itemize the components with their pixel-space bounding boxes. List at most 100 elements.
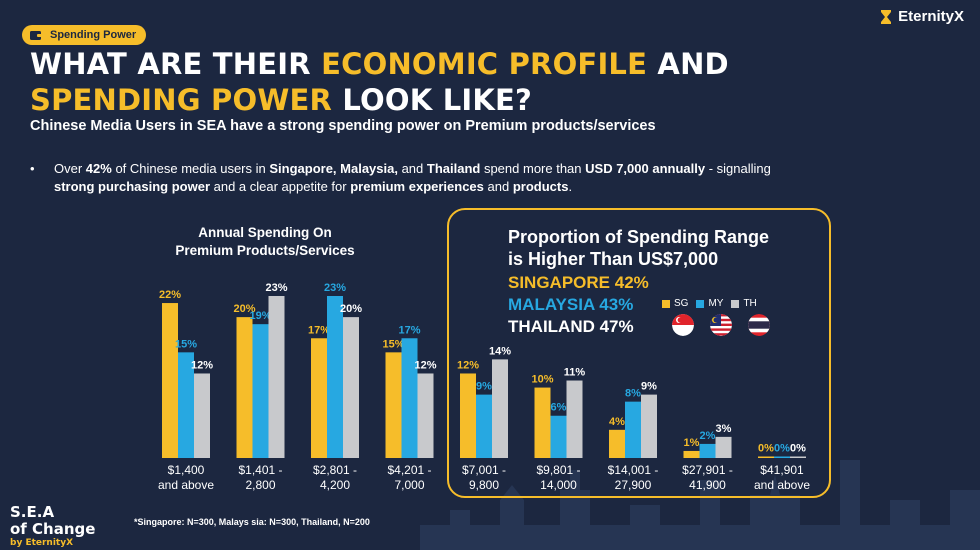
stat-singapore: SINGAPORE 42% bbox=[508, 273, 649, 292]
data-label-sg-0: 22% bbox=[159, 289, 181, 301]
data-label-my-4: 9% bbox=[476, 381, 492, 393]
bullet-run: of Chinese media users in bbox=[111, 161, 270, 176]
title-highlight: SPENDING POWER bbox=[30, 83, 333, 117]
callout-title-line: Proportion of Spending Range bbox=[508, 227, 769, 247]
data-label-my-0: 15% bbox=[175, 338, 197, 350]
bullet-bold: Thailand bbox=[426, 161, 481, 176]
x-tick-label-4: 9,800 bbox=[469, 478, 499, 492]
chart-title-line: Premium Products/Services bbox=[175, 243, 355, 258]
x-tick-label-2: 4,200 bbox=[320, 478, 350, 492]
chart-title: Annual Spending On Premium Products/Serv… bbox=[150, 224, 380, 260]
footnote: *Singapore: N=300, Malays sia: N=300, Th… bbox=[134, 517, 370, 527]
thailand-flag-icon bbox=[748, 314, 770, 336]
data-label-th-8: 0% bbox=[790, 443, 806, 455]
x-tick-label-6: $14,001 - bbox=[608, 463, 659, 477]
bullet-run: and a clear appetite for bbox=[210, 179, 351, 194]
bar-th-0 bbox=[194, 373, 210, 458]
series-logo-line: of Change bbox=[10, 520, 96, 538]
x-tick-label-1: $1,401 - bbox=[238, 463, 282, 477]
title-part: LOOK LIKE? bbox=[332, 83, 533, 117]
bullet-marker: • bbox=[30, 161, 35, 176]
bar-sg-6 bbox=[609, 429, 625, 458]
legend-item-th: TH bbox=[731, 298, 757, 309]
bar-th-6 bbox=[641, 394, 657, 458]
city-skyline-decoration bbox=[420, 460, 980, 550]
data-label-my-1: 19% bbox=[249, 310, 271, 322]
callout-box bbox=[447, 208, 831, 498]
page-title: WHAT ARE THEIR ECONOMIC PROFILE AND SPEN… bbox=[30, 46, 850, 118]
section-tag: Spending Power bbox=[22, 25, 147, 45]
bar-my-5 bbox=[550, 415, 567, 458]
country-flags bbox=[672, 314, 770, 336]
data-label-my-2: 23% bbox=[324, 282, 346, 294]
brand-name: EternityX bbox=[898, 8, 964, 25]
bar-th-2 bbox=[343, 317, 359, 458]
bullet-bold: products bbox=[512, 179, 569, 194]
x-tick-label-0: $1,400 bbox=[168, 463, 205, 477]
section-tag-label: Spending Power bbox=[50, 29, 137, 41]
legend-item-sg: SG bbox=[662, 298, 688, 309]
series-logo-byline: by EternityX bbox=[10, 538, 74, 548]
chart-legend: SG MY TH bbox=[662, 298, 757, 309]
callout-title-line: is Higher Than US$7,000 bbox=[508, 249, 719, 269]
bar-my-3 bbox=[401, 338, 418, 458]
bar-my-7 bbox=[699, 443, 716, 458]
bar-sg-4 bbox=[460, 373, 476, 458]
bar-my-0 bbox=[178, 352, 194, 458]
data-label-sg-2: 17% bbox=[308, 324, 330, 336]
x-tick-label-4: $7,001 - bbox=[462, 463, 506, 477]
data-label-th-5: 11% bbox=[564, 367, 586, 379]
title-highlight: ECONOMIC PROFILE bbox=[321, 47, 648, 81]
bar-my-8 bbox=[774, 456, 790, 458]
bar-th-3 bbox=[417, 373, 434, 458]
data-label-my-8: 0% bbox=[774, 443, 790, 455]
legend-label: SG bbox=[674, 298, 689, 309]
bar-sg-1 bbox=[236, 317, 253, 458]
bullet-bold: strong purchasing power bbox=[54, 179, 211, 194]
title-part: AND bbox=[647, 47, 729, 81]
stat-thailand: THAILAND 47% bbox=[508, 317, 634, 336]
legend-label: TH bbox=[743, 298, 757, 309]
x-tick-label-8: $41,901 bbox=[760, 463, 804, 477]
bullet-bold: Singapore, Malaysia, bbox=[269, 161, 398, 176]
bar-sg-2 bbox=[311, 338, 327, 458]
callout-title: Proportion of Spending Range is Higher T… bbox=[508, 226, 769, 270]
bar-sg-3 bbox=[385, 352, 402, 458]
x-tick-label-3: $4,201 - bbox=[387, 463, 431, 477]
bar-my-6 bbox=[625, 401, 641, 458]
wallet-icon bbox=[30, 31, 42, 40]
malaysia-flag-icon bbox=[710, 314, 732, 336]
x-tick-label-6: 27,900 bbox=[615, 478, 652, 492]
key-insight-bullet: • Over 42% of Chinese media users in Sin… bbox=[30, 160, 810, 196]
data-label-sg-1: 20% bbox=[233, 303, 255, 315]
x-tick-label-7: 41,900 bbox=[689, 478, 726, 492]
data-label-th-0: 12% bbox=[191, 359, 213, 371]
data-label-th-2: 20% bbox=[340, 303, 362, 315]
brand-logo: EternityX bbox=[880, 8, 964, 25]
x-tick-label-5: $9,801 - bbox=[536, 463, 580, 477]
x-tick-label-3: 7,000 bbox=[394, 478, 424, 492]
data-label-sg-8: 0% bbox=[758, 443, 774, 455]
chart-title-line: Annual Spending On bbox=[198, 225, 332, 240]
data-label-my-6: 8% bbox=[625, 388, 641, 400]
data-label-sg-3: 15% bbox=[382, 338, 404, 350]
bar-th-1 bbox=[268, 296, 285, 458]
bullet-run: spend more than bbox=[480, 161, 586, 176]
data-label-my-5: 6% bbox=[551, 402, 567, 414]
hourglass-icon bbox=[881, 9, 892, 24]
page-subtitle: Chinese Media Users in SEA have a strong… bbox=[30, 118, 656, 134]
legend-swatch bbox=[696, 299, 705, 308]
x-tick-label-2: $2,801 - bbox=[313, 463, 357, 477]
bullet-bold: USD 7,000 annually bbox=[585, 161, 706, 176]
bullet-run: Over bbox=[54, 161, 86, 176]
series-logo: S.E.A of Change by EternityX bbox=[10, 504, 95, 549]
bar-sg-5 bbox=[534, 387, 551, 458]
bar-my-2 bbox=[327, 296, 343, 458]
bullet-run: . bbox=[568, 179, 573, 194]
data-label-sg-6: 4% bbox=[609, 416, 625, 428]
bar-th-4 bbox=[492, 359, 508, 458]
bullet-bold: premium experiences bbox=[350, 179, 484, 194]
title-part: WHAT ARE THEIR bbox=[30, 47, 322, 81]
bar-th-5 bbox=[566, 380, 583, 458]
